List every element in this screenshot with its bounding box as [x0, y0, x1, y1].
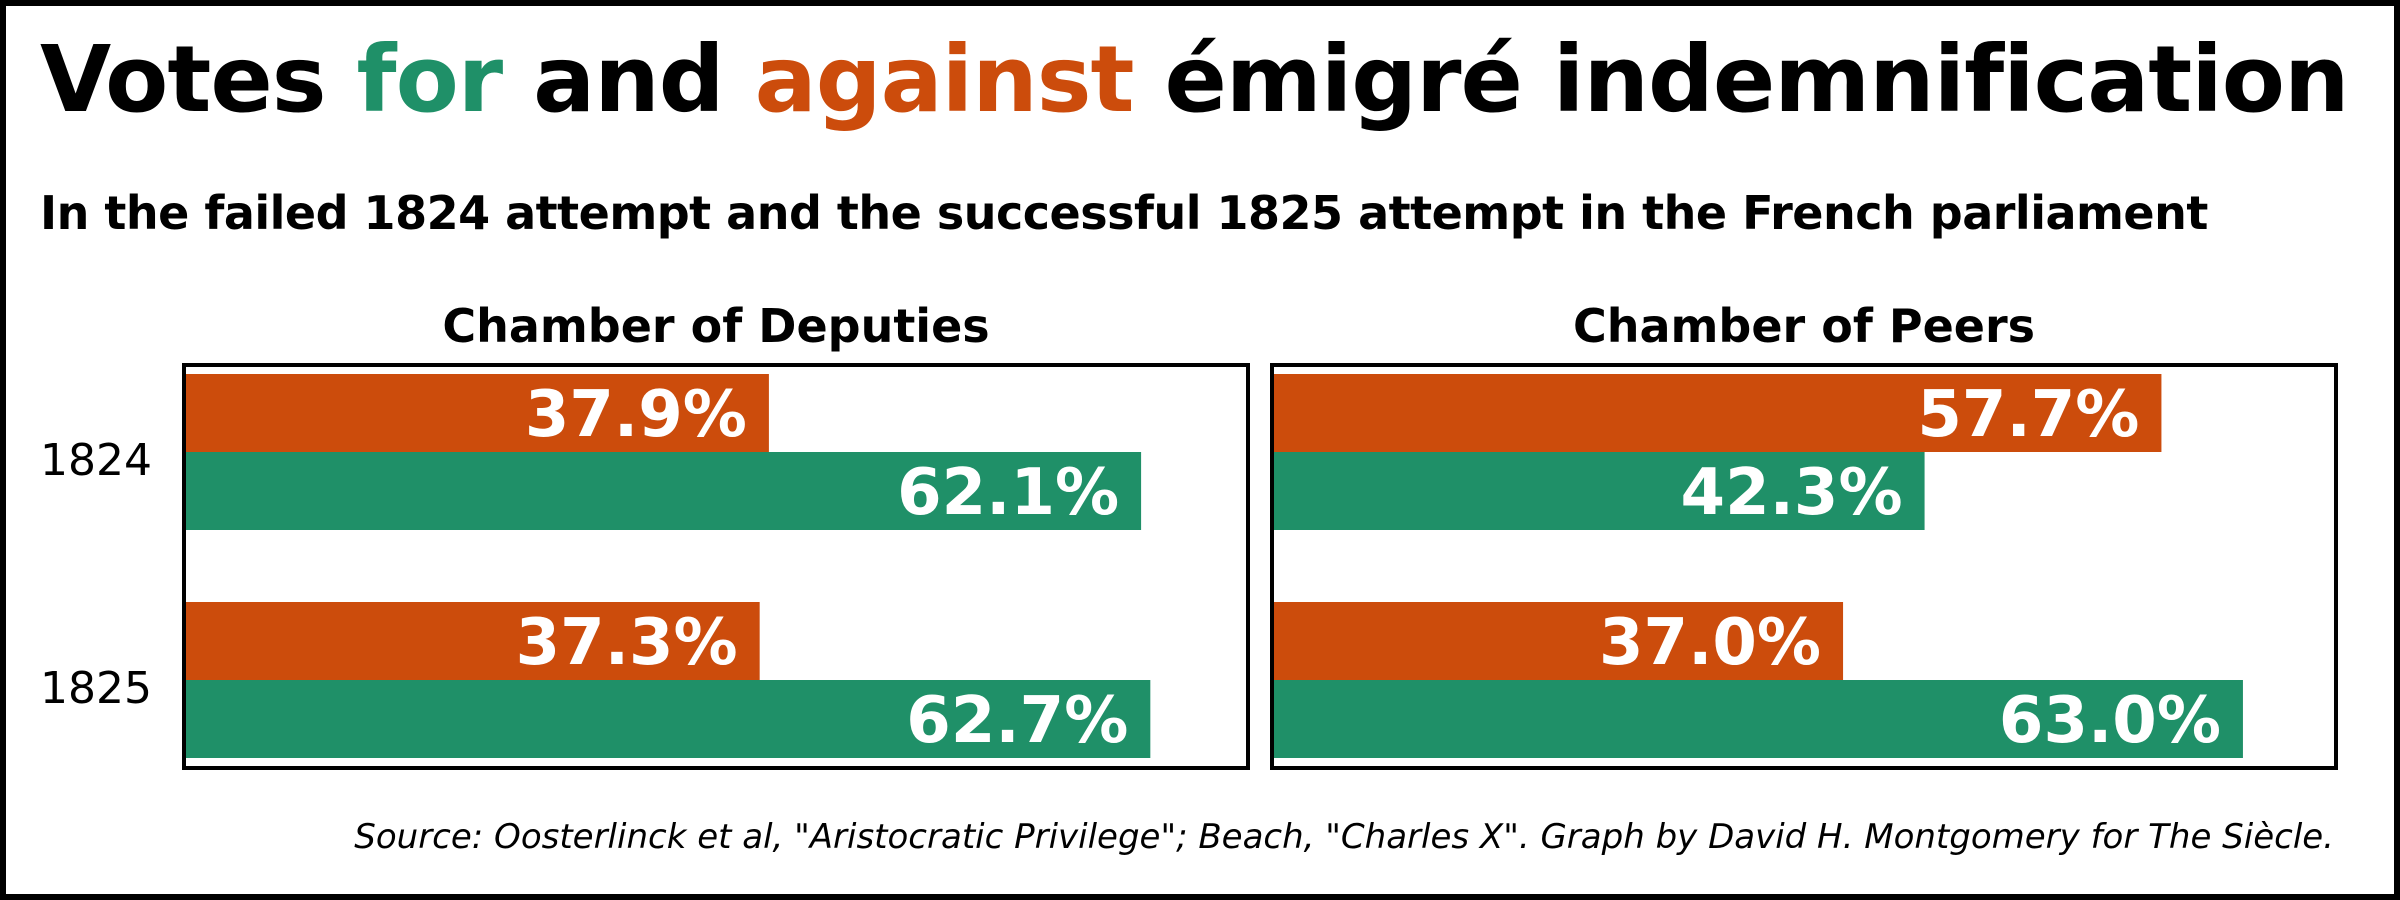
panel-border [182, 363, 1250, 770]
bar-against-1824 [1274, 374, 2162, 452]
panel-peers: Chamber of Peers 57.7%42.3% 37.0% 63.0% [1270, 299, 2338, 770]
title-against-word: against [754, 26, 1135, 133]
chart-subtitle: In the failed 1824 attempt and the succe… [40, 186, 2208, 240]
panel-deputies: Chamber of Deputies 37.9% 62.1% 37.3% 62.7% [182, 299, 1250, 770]
title-for-word: for [356, 26, 504, 133]
data-label-against-1824: 37.9% [525, 378, 747, 452]
data-label-for-1824: 42.3% [1681, 456, 1903, 530]
data-label-for-1825: 63.0% [1999, 684, 2221, 758]
chart-title: Votes for and against émigré indemnifica… [40, 20, 2350, 140]
category-label-1825: 1825 [40, 663, 152, 714]
bar-for-1825 [186, 680, 1151, 758]
bar-against-1825 [186, 602, 760, 680]
bar-against-1824 [186, 374, 769, 452]
bar-for-1824 [186, 452, 1142, 530]
bar-for-1824 [1274, 452, 1925, 530]
title-part-2: and [502, 26, 755, 133]
panel-border [1270, 363, 2338, 770]
data-label-against-1824: 57.7% [1917, 378, 2139, 452]
title-part-1: Votes [40, 26, 357, 133]
category-label-1824: 1824 [40, 435, 152, 486]
source-note: Source: Oosterlinck et al, "Aristocratic… [354, 817, 2334, 857]
data-label-for-1824: 62.1% [897, 456, 1119, 530]
data-label-for-1825: 62.7% [906, 684, 1128, 758]
panel-title: Chamber of Deputies [442, 299, 989, 353]
data-label-against-1825: 37.0% [1599, 606, 1821, 680]
data-label-against-1825: 37.3% [516, 606, 738, 680]
bar-for-1825 [1274, 680, 2243, 758]
title-part-3: émigré indemnification [1133, 26, 2349, 133]
bar-against-1825 [1274, 602, 1844, 680]
panel-title: Chamber of Peers [1573, 299, 2035, 353]
